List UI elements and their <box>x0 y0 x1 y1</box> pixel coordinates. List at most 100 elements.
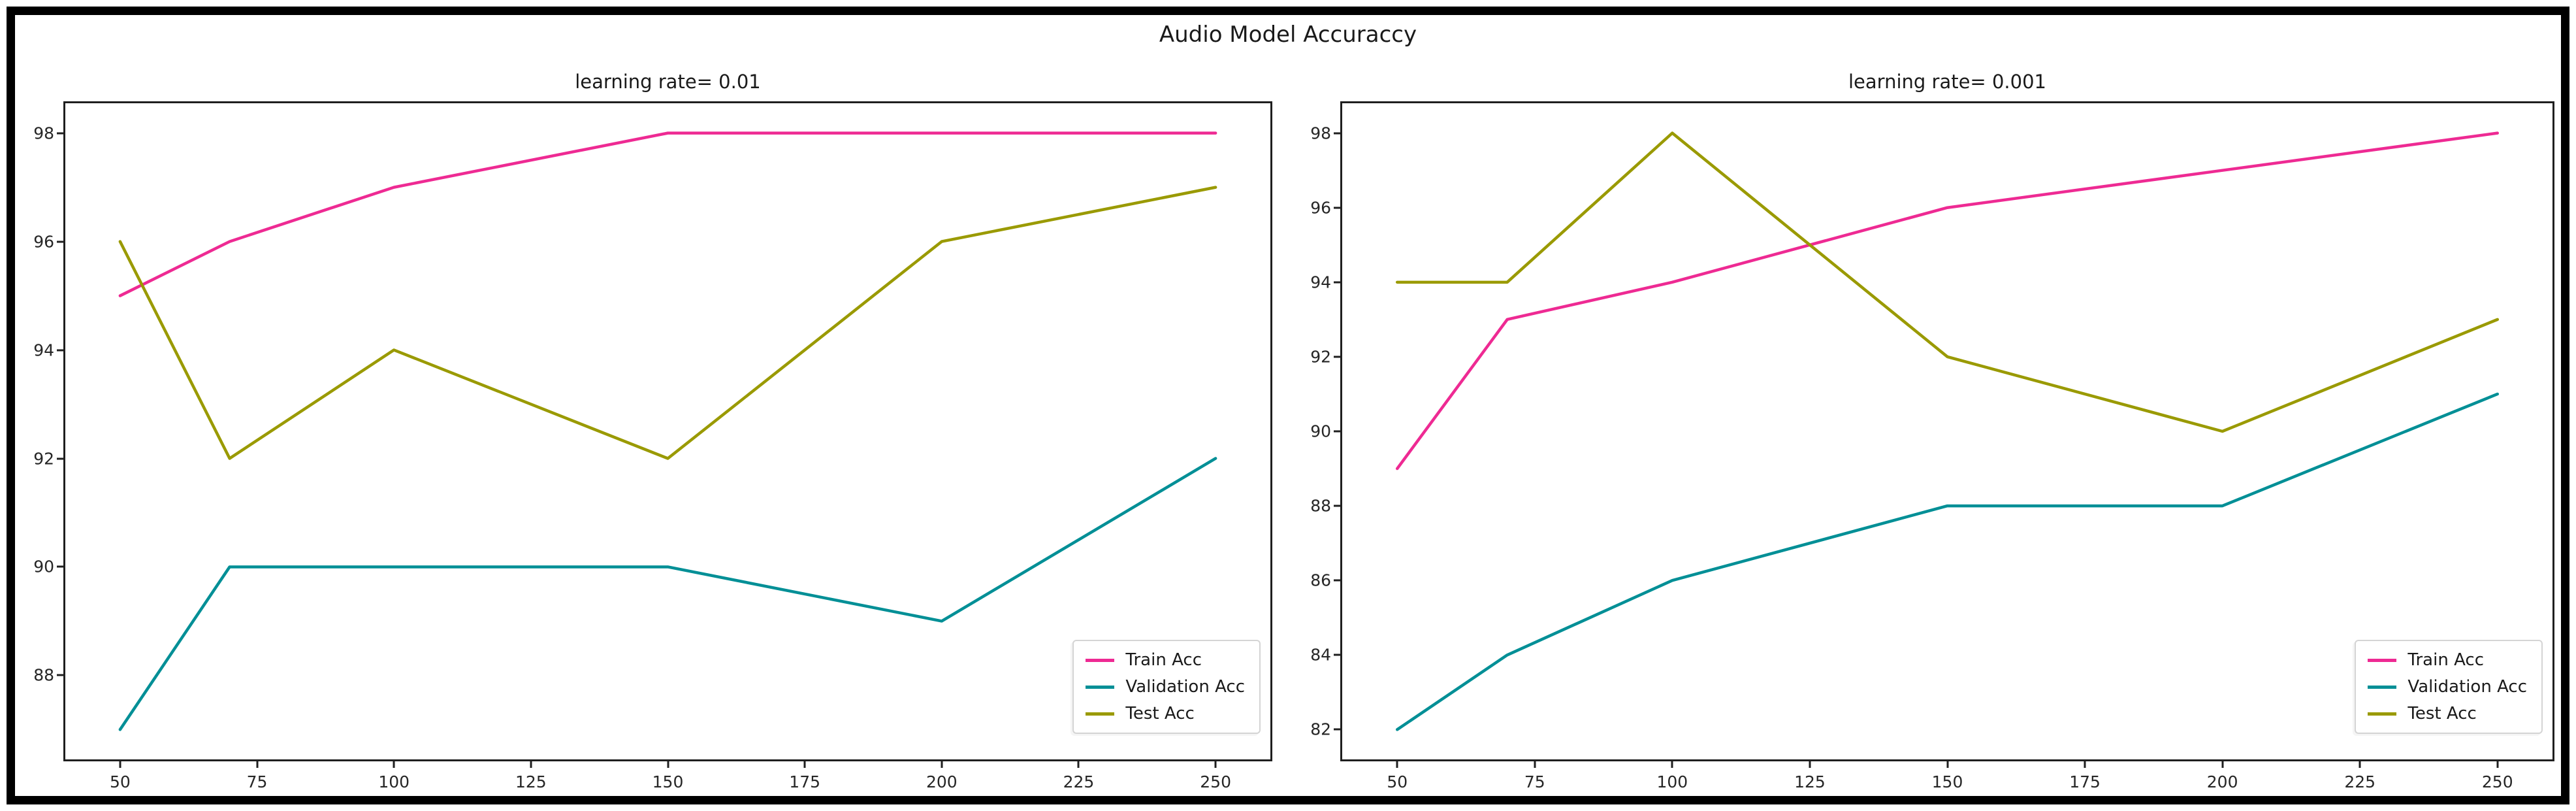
legend-row-train-acc: Train Acc <box>1086 650 1245 670</box>
y-tick-label: 88 <box>33 665 54 685</box>
y-tick-label: 94 <box>1310 273 1331 292</box>
legend-row-validation-acc: Validation Acc <box>1086 677 1245 697</box>
legend-swatch-test-acc <box>2368 712 2397 716</box>
line-validation-acc <box>118 457 1217 731</box>
y-tick-mark <box>1334 207 1340 209</box>
y-tick-mark <box>1334 654 1340 656</box>
y-tick-label: 86 <box>1310 571 1331 590</box>
x-tick-mark <box>1077 761 1080 768</box>
line-chart-canvas <box>118 131 1217 731</box>
x-tick-mark <box>1396 761 1398 768</box>
x-tick-mark <box>1946 761 1948 768</box>
x-tick-mark <box>256 761 259 768</box>
line-train-acc <box>118 131 1217 297</box>
line-chart-canvas <box>1395 131 2500 731</box>
x-tick-mark <box>2084 761 2086 768</box>
y-tick-label: 96 <box>33 232 54 252</box>
x-tick-label: 75 <box>246 772 268 791</box>
x-tick-label: 200 <box>926 772 958 791</box>
x-tick-mark <box>2496 761 2499 768</box>
y-tick-label: 92 <box>1310 347 1331 367</box>
x-tick-label: 75 <box>1524 772 1545 791</box>
x-tick-label: 125 <box>1794 772 1826 791</box>
legend-label-validation-acc: Validation Acc <box>2407 677 2527 697</box>
figure-suptitle: Audio Model Accuraccy <box>1159 22 1417 48</box>
x-tick-label: 225 <box>1063 772 1095 791</box>
x-tick-mark <box>1809 761 1811 768</box>
legend: Train Acc Validation Acc Test Acc <box>2355 640 2543 734</box>
legend-row-validation-acc: Validation Acc <box>2368 677 2527 697</box>
x-tick-mark <box>1534 761 1536 768</box>
y-tick-label: 90 <box>1310 422 1331 441</box>
legend-label-test-acc: Test Acc <box>1125 704 1195 723</box>
x-tick-label: 175 <box>789 772 821 791</box>
y-tick-mark <box>1334 579 1340 582</box>
y-tick-mark <box>57 457 63 459</box>
y-tick-mark <box>1334 356 1340 358</box>
x-tick-mark <box>393 761 395 768</box>
x-tick-mark <box>2221 761 2224 768</box>
y-tick-label: 94 <box>33 340 54 360</box>
y-tick-label: 92 <box>33 449 54 468</box>
legend-swatch-train-acc <box>1086 658 1115 662</box>
subplot-learning-rate-0.01: learning rate= 0.01 50 75 100 125 150 175 200 2… <box>33 71 1272 791</box>
x-tick-label: 100 <box>378 772 410 791</box>
y-tick-label: 84 <box>1310 645 1331 665</box>
legend-label-train-acc: Train Acc <box>2407 650 2484 670</box>
legend-label-train-acc: Train Acc <box>1125 650 1202 670</box>
x-tick-mark <box>530 761 532 768</box>
x-tick-label: 200 <box>2206 772 2238 791</box>
x-tick-mark <box>1214 761 1217 768</box>
y-tick-mark <box>57 565 63 568</box>
x-tick-mark <box>941 761 943 768</box>
line-train-acc <box>1395 131 2500 471</box>
y-tick-mark <box>57 674 63 676</box>
y-tick-mark <box>57 240 63 243</box>
x-tick-label: 250 <box>2481 772 2513 791</box>
line-validation-acc <box>1395 392 2500 731</box>
legend-row-test-acc: Test Acc <box>1086 704 1245 723</box>
x-tick-label: 50 <box>109 772 131 791</box>
x-tick-label: 150 <box>652 772 684 791</box>
y-tick-mark <box>1334 728 1340 731</box>
y-tick-mark <box>57 349 63 352</box>
legend-row-train-acc: Train Acc <box>2368 650 2527 670</box>
y-tick-mark <box>1334 505 1340 507</box>
y-tick-label: 96 <box>1310 198 1331 218</box>
y-tick-mark <box>57 132 63 135</box>
x-tick-label: 175 <box>2069 772 2101 791</box>
y-tick-mark <box>1334 281 1340 284</box>
legend-swatch-test-acc <box>1086 712 1115 716</box>
y-tick-label: 90 <box>33 557 54 576</box>
y-tick-mark <box>1334 132 1340 135</box>
subplot-title: learning rate= 0.01 <box>575 71 761 93</box>
y-tick-label: 98 <box>1310 124 1331 143</box>
x-tick-mark <box>667 761 669 768</box>
x-tick-label: 225 <box>2344 772 2376 791</box>
y-tick-mark <box>1334 430 1340 433</box>
x-tick-label: 125 <box>515 772 547 791</box>
x-tick-mark <box>803 761 806 768</box>
x-tick-label: 100 <box>1656 772 1688 791</box>
line-test-acc <box>118 186 1217 460</box>
legend-swatch-validation-acc <box>2368 685 2397 689</box>
y-tick-label: 82 <box>1310 720 1331 739</box>
legend-swatch-train-acc <box>2368 658 2397 662</box>
legend-label-validation-acc: Validation Acc <box>1125 677 1245 697</box>
y-tick-label: 98 <box>33 124 54 143</box>
legend-label-test-acc: Test Acc <box>2407 704 2477 723</box>
legend-row-test-acc: Test Acc <box>2368 704 2527 723</box>
line-test-acc <box>1395 131 2500 433</box>
subplot-learning-rate-0.001: learning rate= 0.001 50 75 100 125 150 175 200… <box>1310 71 2554 791</box>
x-tick-mark <box>119 761 121 768</box>
legend: Train Acc Validation Acc Test Acc <box>1072 640 1261 734</box>
legend-swatch-validation-acc <box>1086 685 1115 689</box>
x-tick-mark <box>1671 761 1673 768</box>
x-tick-mark <box>2359 761 2361 768</box>
x-tick-label: 150 <box>1931 772 1963 791</box>
y-tick-label: 88 <box>1310 496 1331 516</box>
x-tick-label: 50 <box>1387 772 1408 791</box>
x-tick-label: 250 <box>1200 772 1231 791</box>
subplot-title: learning rate= 0.001 <box>1848 71 2046 93</box>
